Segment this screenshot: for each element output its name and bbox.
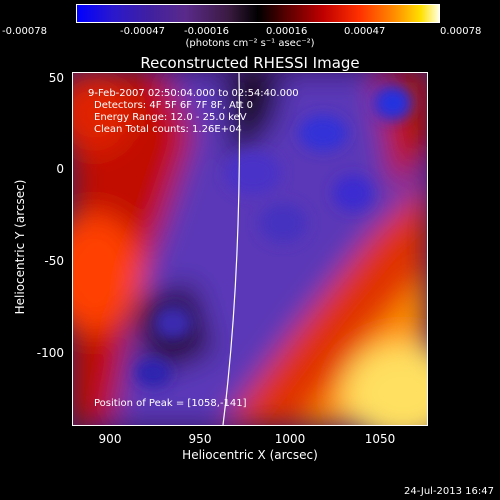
colorbar-tick: -0.00047 <box>120 26 165 37</box>
colorbar-tick: 0.00078 <box>440 26 482 37</box>
x-tick: 900 <box>98 432 122 446</box>
colorbar-unit: (photons cm⁻² s⁻¹ asec⁻²) <box>185 38 315 49</box>
colorbar-tick: -0.00016 <box>184 26 229 37</box>
y-tick: -50 <box>44 254 64 268</box>
x-tick: 1050 <box>364 432 396 446</box>
y-tick: 0 <box>56 162 64 176</box>
x-tick: 950 <box>188 432 212 446</box>
y-tick: 50 <box>48 71 64 85</box>
y-tick: -100 <box>36 346 64 360</box>
y-axis-label: Heliocentric Y (arcsec) <box>13 179 27 315</box>
annotation-peak: Position of Peak = [1058,-141] <box>94 398 247 409</box>
plot-title: Reconstructed RHESSI Image <box>140 54 360 72</box>
x-tick: 1000 <box>274 432 306 446</box>
annotation-detectors: Detectors: 4F 5F 6F 7F 8F, Att 0 <box>94 100 254 111</box>
colorbar-tick: 0.00047 <box>344 26 386 37</box>
colorbar-tick: -0.00078 <box>2 26 47 37</box>
colorbar-tick: 0.00016 <box>266 26 308 37</box>
annotation-clean: Clean Total counts: 1.26E+04 <box>94 124 242 135</box>
timestamp: 24-Jul-2013 16:47 <box>403 486 494 497</box>
colorbar <box>76 4 440 23</box>
annotation-time-range: 9-Feb-2007 02:50:04.000 to 02:54:40.000 <box>88 88 299 99</box>
rhessi-image <box>73 73 427 425</box>
limb-line <box>222 73 241 425</box>
annotation-energy: Energy Range: 12.0 - 25.0 keV <box>94 112 247 123</box>
x-axis-label: Heliocentric X (arcsec) <box>182 448 318 462</box>
image-panel <box>72 72 428 426</box>
